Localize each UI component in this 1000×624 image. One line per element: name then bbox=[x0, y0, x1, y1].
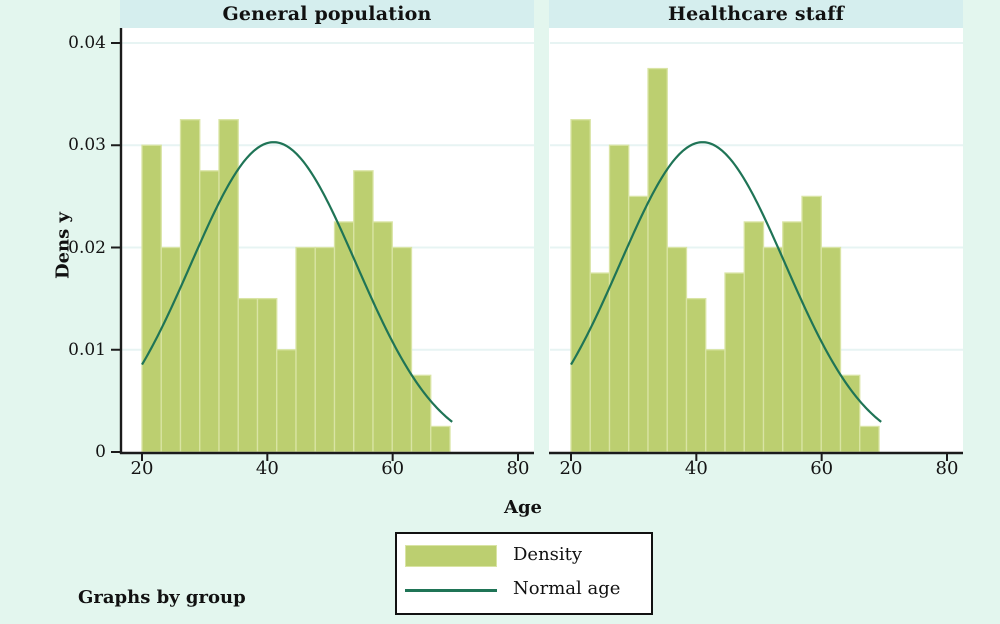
density-swatch bbox=[405, 545, 497, 567]
x-tick-label: 20 bbox=[130, 458, 154, 479]
panel-title-label: Healthcare staff bbox=[667, 3, 845, 25]
x-tick-label: 20 bbox=[559, 458, 583, 479]
x-tick-label: 80 bbox=[506, 458, 530, 479]
x-axis-title: Age bbox=[503, 497, 542, 518]
panel-title-general-population: General population bbox=[120, 0, 534, 28]
y-tick-label: 0.02 bbox=[68, 237, 106, 258]
y-tick-label: 0.04 bbox=[68, 33, 106, 53]
x-tick-label: 40 bbox=[684, 458, 708, 479]
x-tick-label: 80 bbox=[935, 458, 959, 479]
x-tick-label: 60 bbox=[381, 458, 405, 479]
legend-box: Density Normal age bbox=[395, 532, 653, 615]
plot-area-healthcare-staff bbox=[549, 28, 963, 452]
panel-title-healthcare-staff: Healthcare staff bbox=[549, 0, 963, 28]
legend-label-normal-age: Normal age bbox=[513, 578, 621, 599]
graphs-by-group-note: Graphs by group bbox=[78, 587, 246, 608]
y-tick-label: 0.03 bbox=[68, 135, 106, 156]
x-tick-label: 40 bbox=[255, 458, 279, 479]
x-tick-label: 60 bbox=[810, 458, 834, 479]
plot-area-general-population bbox=[120, 28, 534, 452]
legend-label-density: Density bbox=[513, 544, 583, 565]
y-axis-title: Dens y bbox=[52, 212, 74, 280]
y-tick-label: 0 bbox=[95, 442, 106, 462]
y-tick-label: 0.01 bbox=[68, 339, 106, 360]
panel-title-label: General population bbox=[222, 3, 432, 25]
normal-age-line-swatch bbox=[405, 589, 497, 592]
